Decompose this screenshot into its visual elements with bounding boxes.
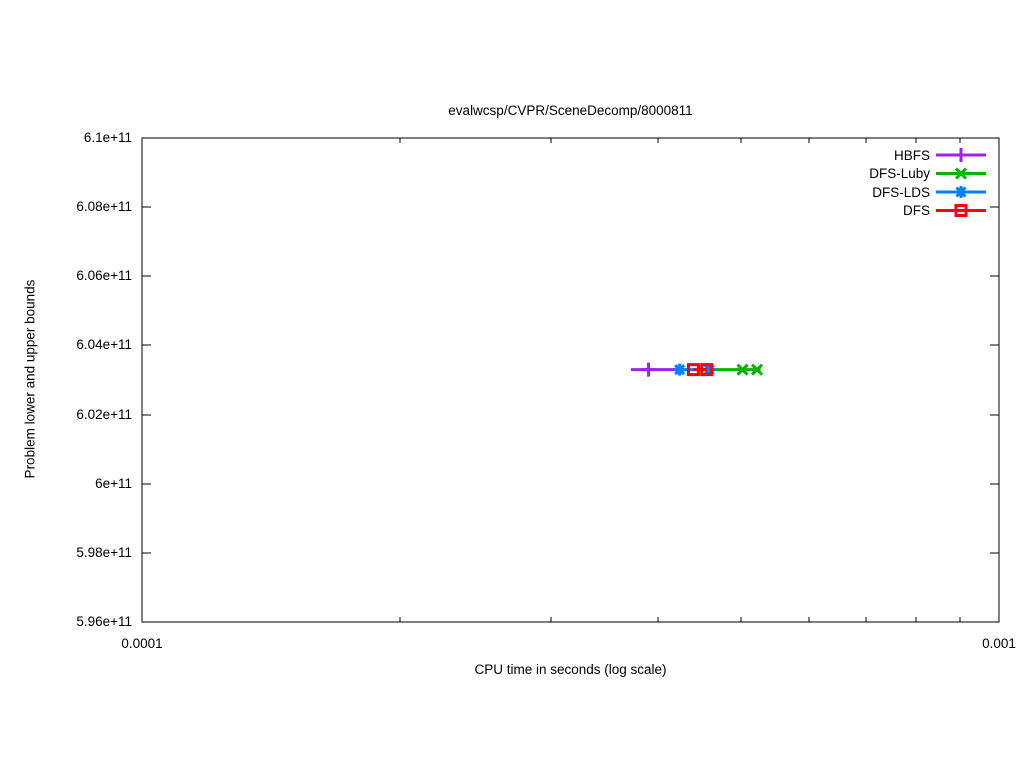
y-tick-label: 5.98e+11 [76, 545, 132, 560]
x-tick-label: 0.0001 [121, 636, 163, 651]
series-marker-dfs-lds [673, 363, 686, 376]
legend-label-dfs-luby: DFS-Luby [869, 166, 930, 181]
series-marker-dfs [686, 363, 700, 377]
plot-border [141, 137, 1000, 623]
legend-label-dfs: DFS [903, 203, 930, 218]
y-tick-label: 5.96e+11 [76, 614, 132, 629]
legend-label-dfs-lds: DFS-LDS [872, 184, 930, 200]
y-tick-label: 6.08e+11 [76, 199, 132, 214]
series-marker-dfs-lds [703, 363, 716, 376]
chart-title: evalwcsp/CVPR/SceneDecomp/8000811 [448, 103, 693, 118]
series-marker-hbfs [641, 362, 656, 377]
x-tick-label: 0.001 [982, 636, 1016, 651]
y-tick-label: 6.04e+11 [76, 337, 132, 352]
y-tick-label: 6.1e+11 [83, 130, 132, 145]
y-tick-label: 6.02e+11 [76, 407, 132, 422]
series-marker-dfs [700, 363, 714, 377]
legend-sample-marker-dfs [954, 204, 968, 217]
y-tick-label: 6.06e+11 [76, 268, 132, 283]
x-axis-label: CPU time in seconds (log scale) [474, 662, 667, 677]
series-marker-dfs-luby [750, 363, 764, 376]
y-tick-label: 6e+11 [95, 476, 132, 491]
legend-sample-marker-dfs-luby [954, 167, 968, 180]
series-marker-dfs-luby [736, 363, 749, 376]
legend-sample-marker-dfs-lds [955, 186, 967, 198]
legend-sample-marker-hbfs [954, 148, 968, 162]
legend-label-hbfs: HBFS [893, 147, 930, 163]
